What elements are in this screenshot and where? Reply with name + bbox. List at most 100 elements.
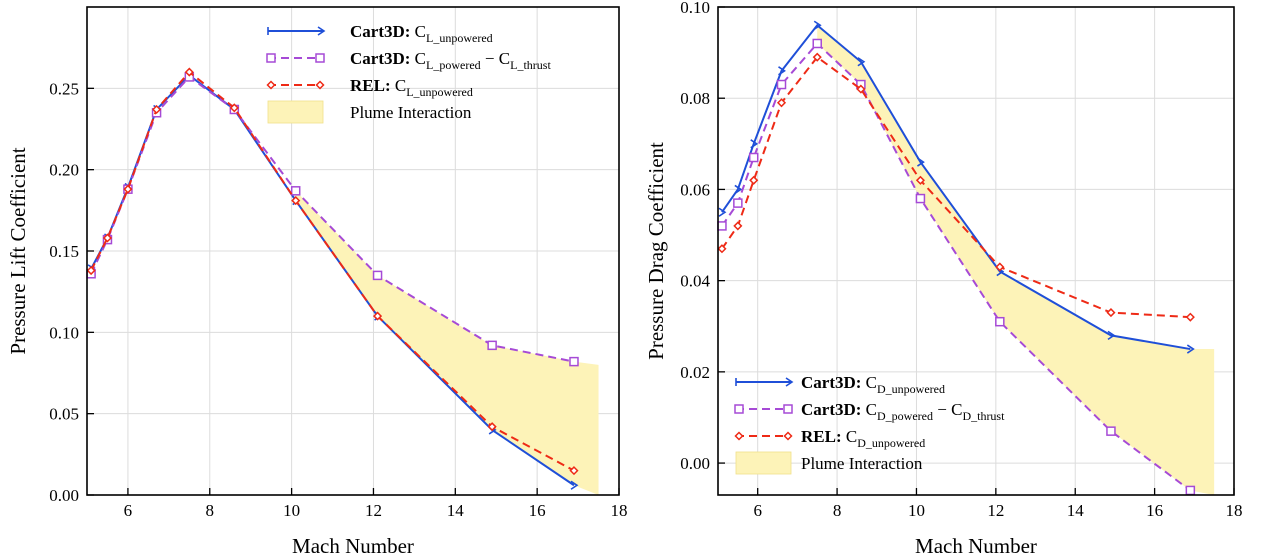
legend-marker (266, 80, 276, 90)
legend-entry: REL: CL_unpowered (266, 76, 473, 99)
legend-entry: REL: CD_unpowered (734, 427, 925, 450)
y-tick-label: 0.08 (680, 89, 710, 108)
data-point (734, 184, 743, 195)
data-point (229, 103, 239, 113)
y-tick-label: 0.10 (680, 0, 710, 17)
data-point (569, 466, 579, 476)
x-tick-label: 12 (365, 501, 382, 520)
legend-main: − C (481, 49, 510, 68)
data-point (748, 152, 759, 163)
legend-subscript: L_thrust (510, 58, 551, 72)
data-point (86, 265, 96, 276)
data-point (102, 233, 113, 243)
series-line (721, 42, 1191, 492)
y-tick-label: 0.15 (49, 242, 79, 261)
legend-label: REL: CL_unpowered (350, 76, 473, 99)
legend-subscript: D_unpowered (877, 382, 945, 396)
data-point (1106, 308, 1116, 318)
data-point (1185, 312, 1195, 322)
data-point (718, 207, 727, 217)
legend-marker (783, 404, 793, 414)
series-line (721, 55, 1191, 319)
legend-label: Plume Interaction (350, 103, 472, 122)
legend-label: Plume Interaction (801, 454, 923, 473)
legend-subscript: L_powered (426, 58, 481, 72)
y-tick-label: 0.20 (49, 161, 79, 180)
x-tick-label: 18 (1226, 501, 1243, 520)
data-point (1106, 426, 1116, 436)
data-point (733, 198, 743, 208)
legend-marker (734, 431, 744, 441)
x-tick-label: 16 (529, 501, 546, 520)
legend-label: Cart3D: CL_unpowered (350, 22, 493, 45)
data-point (291, 196, 301, 206)
data-point (857, 57, 866, 67)
x-tick-label: 8 (833, 501, 842, 520)
legend-label: Cart3D: CD_unpowered (801, 373, 945, 396)
data-point (487, 422, 497, 432)
legend-swatch (267, 100, 324, 124)
legend-prefix: Cart3D: (801, 373, 866, 392)
data-point (916, 157, 925, 167)
x-tick-label: 18 (611, 501, 628, 520)
drag-coefficient-panel: 6 8 10 12 14 16 18 0.00 0.02 0.04 0.06 0.08 0.10 Mach… (644, 0, 1243, 558)
ticks: 6 8 10 12 14 16 18 0.00 0.05 0.10 0.15 0.20 0.25 (49, 79, 627, 520)
legend-entry: Cart3D: CD_unpowered (735, 373, 945, 396)
data-point (750, 139, 759, 149)
legend-prefix: Cart3D: (350, 49, 415, 68)
x-axis-label: Mach Number (915, 534, 1037, 558)
legend-entry: Cart3D: CL_unpowered (267, 22, 493, 45)
legend-entry: Plume Interaction (267, 100, 472, 124)
legend-marker (315, 80, 325, 90)
series-1 (717, 38, 1196, 496)
data-point (776, 79, 787, 90)
data-point (1186, 344, 1195, 354)
legend-entry: Cart3D: CD_powered − CD_thrust (734, 400, 1005, 423)
series-line (90, 75, 575, 363)
y-axis-label: Pressure Drag Coefficient (644, 142, 668, 360)
legend-prefix: Cart3D: (350, 22, 415, 41)
data-point (487, 340, 497, 351)
legend-prefix: Cart3D: (801, 400, 866, 419)
legend-prefix: REL: (801, 427, 846, 446)
data-point (733, 221, 743, 231)
legend-marker (315, 53, 325, 63)
data-point (123, 184, 133, 194)
lift-coefficient-panel: 6 8 10 12 14 16 18 0.00 0.05 0.10 0.15 0.20 0.25 Mach… (6, 6, 628, 558)
legend-subscript: D_thrust (962, 409, 1005, 423)
legend-main: C (395, 76, 406, 95)
x-tick-label: 16 (1146, 501, 1163, 520)
x-tick-label: 10 (908, 501, 925, 520)
y-tick-label: 0.10 (49, 323, 79, 342)
plume-interaction-area (295, 190, 599, 495)
y-tick-label: 0.04 (680, 272, 710, 291)
data-point (749, 175, 759, 185)
legend-subscript: L_unpowered (406, 85, 473, 99)
data-point (995, 316, 1005, 327)
data-point (569, 356, 579, 367)
x-tick-label: 6 (124, 501, 133, 520)
legend-label: Cart3D: CL_powered − CL_thrust (350, 49, 551, 72)
data-point (717, 244, 727, 254)
series-1 (86, 72, 579, 367)
legend-main: Plume Interaction (350, 103, 472, 122)
y-tick-label: 0.00 (49, 486, 79, 505)
y-axis-label: Pressure Lift Coefficient (6, 147, 30, 354)
data-point (717, 221, 727, 231)
data-point (915, 175, 925, 185)
data-point (372, 270, 383, 281)
series-line (721, 23, 1191, 351)
x-tick-label: 12 (987, 501, 1004, 520)
x-tick-label: 14 (1067, 501, 1085, 520)
plume-interaction-area (817, 25, 1215, 496)
data-point (856, 84, 866, 94)
x-tick-label: 8 (206, 501, 215, 520)
data-point (290, 186, 301, 196)
legend-entry: Cart3D: CL_powered − CL_thrust (266, 49, 551, 72)
y-tick-label: 0.02 (680, 363, 710, 382)
legend-marker (785, 377, 794, 387)
legend-marker (783, 431, 793, 441)
x-tick-label: 6 (753, 501, 762, 520)
legend-swatch (735, 451, 792, 475)
